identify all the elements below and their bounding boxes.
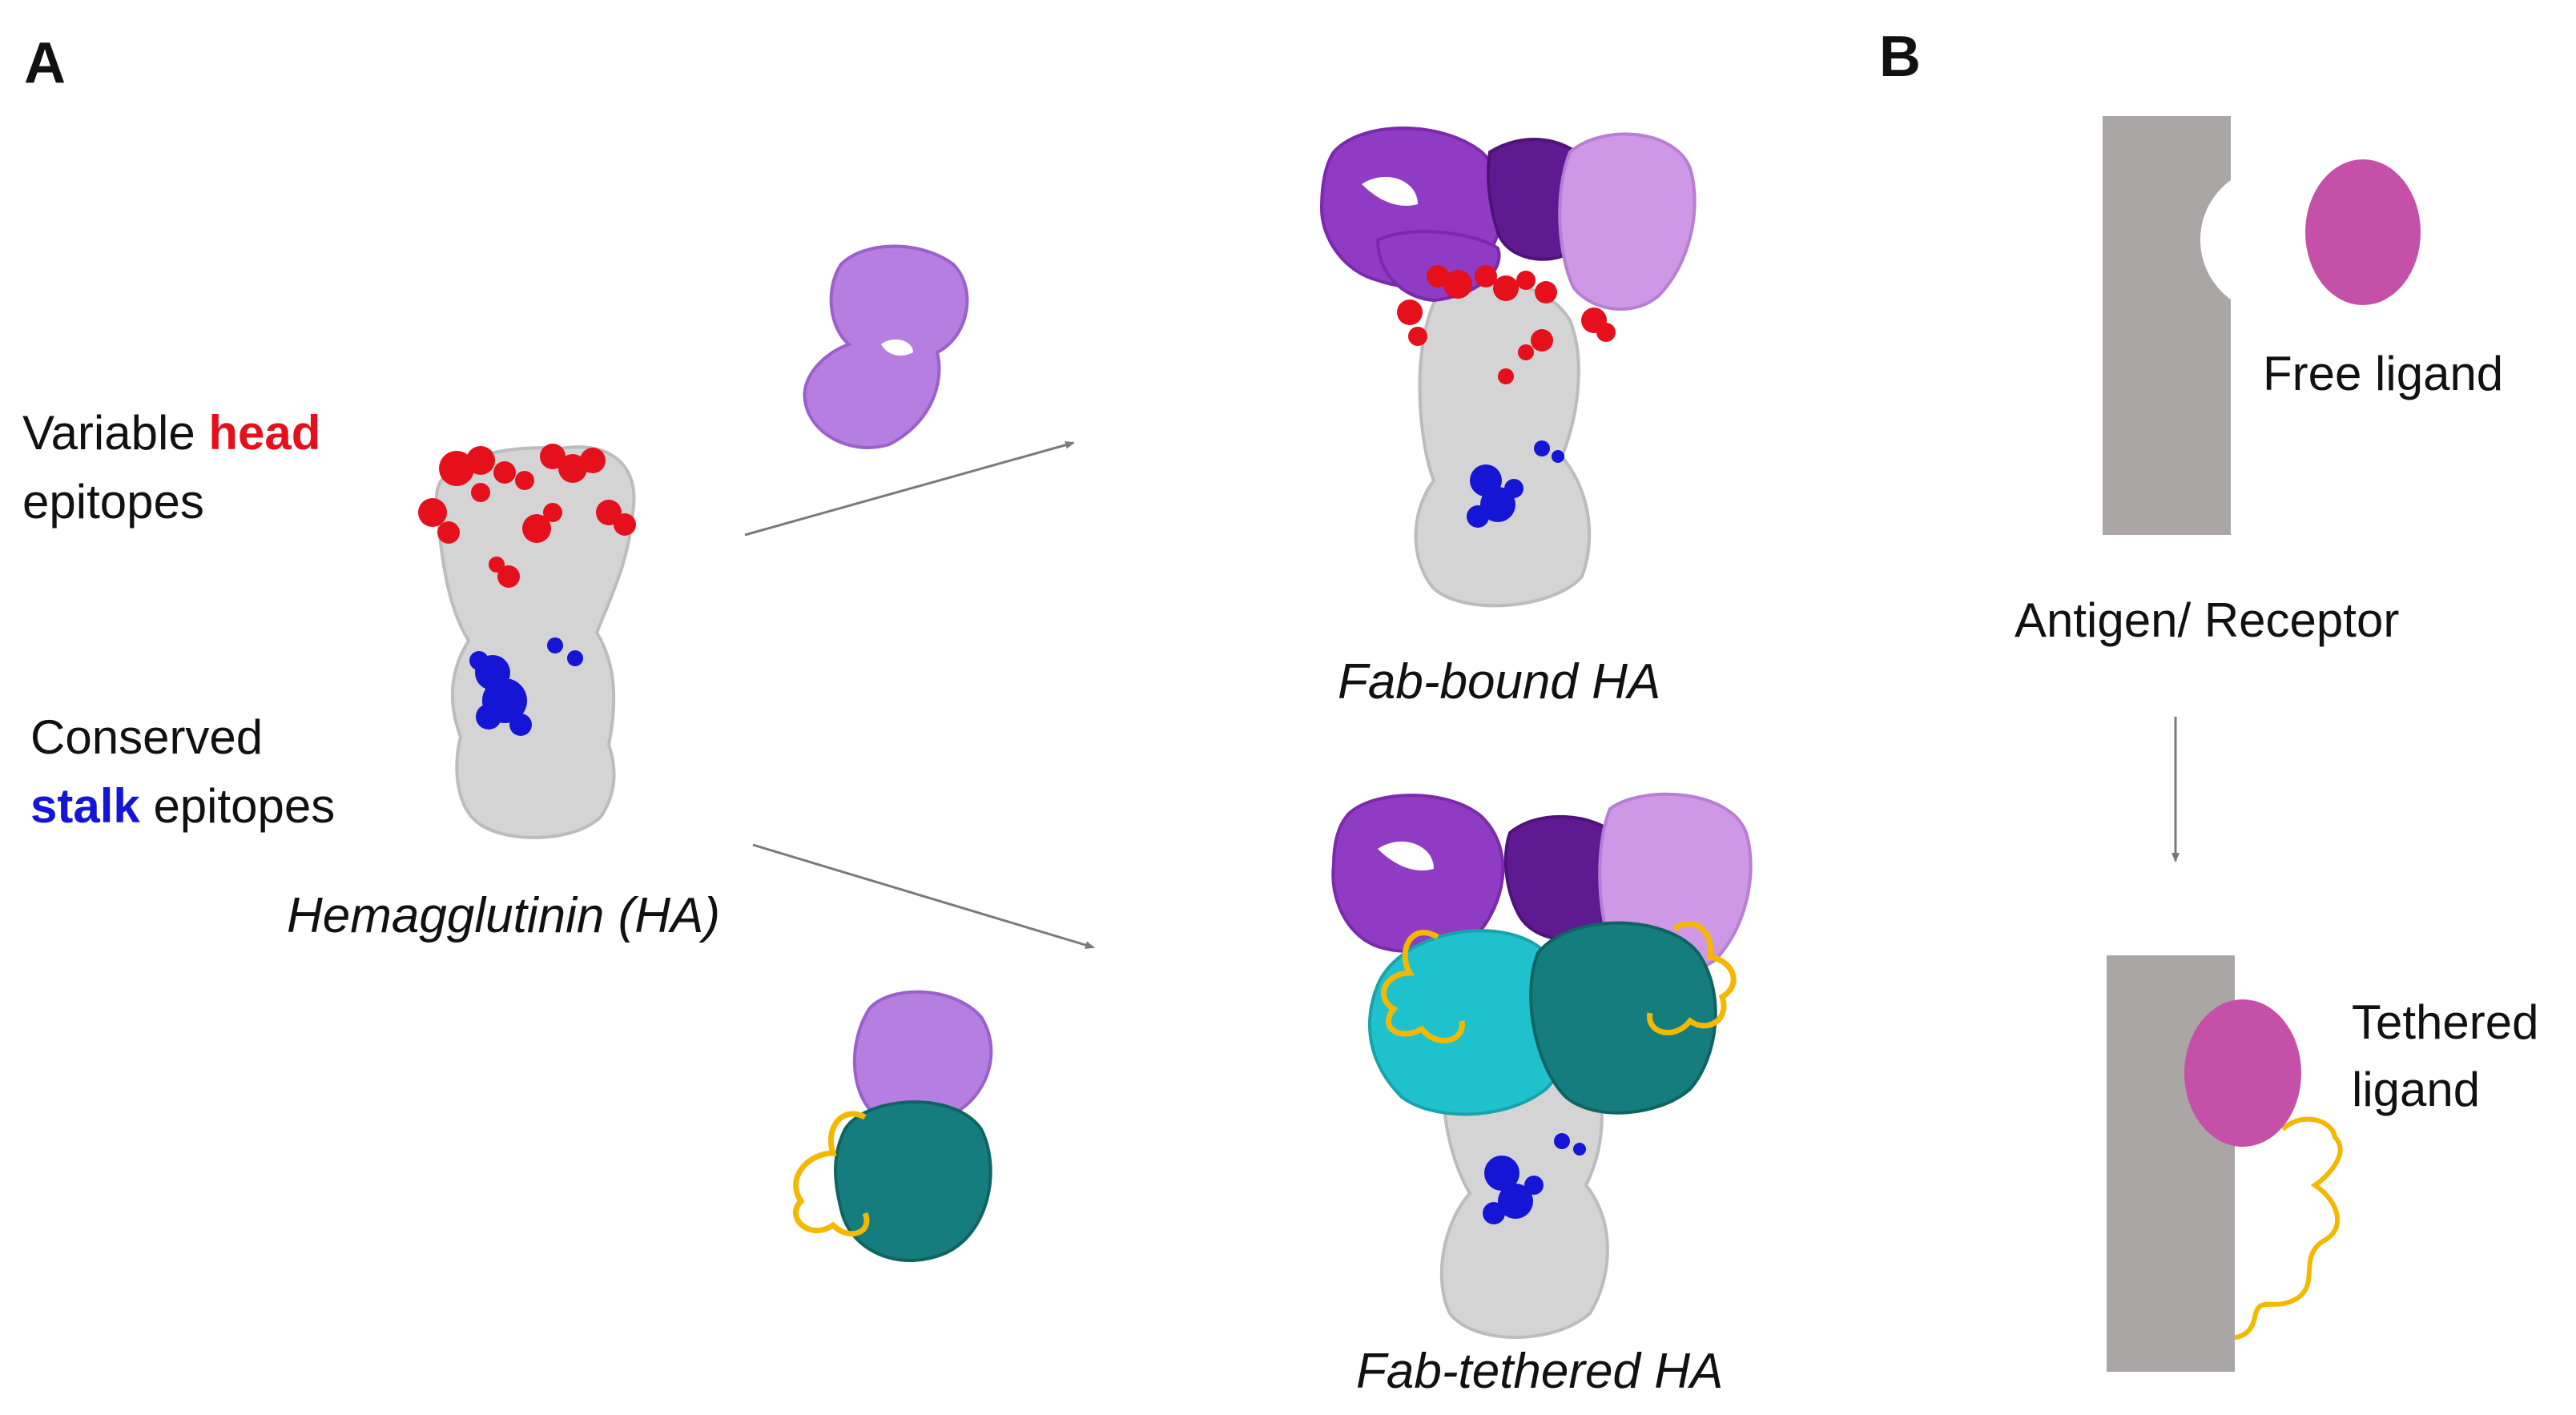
tethered-ligand-ellipse-icon xyxy=(2184,999,2301,1147)
label-ligand: ligand xyxy=(2352,1063,2481,1116)
label-antigen-receptor: Antigen/ Receptor xyxy=(2015,593,2400,647)
arrow-to-fab-bound xyxy=(744,440,1075,537)
panel-letter-a: A xyxy=(24,31,66,95)
label-stalk-epitopes: stalk epitopes xyxy=(30,772,335,841)
fab-fragment-icon xyxy=(803,244,969,449)
ha-molecule-icon xyxy=(418,444,636,840)
head-epitopes xyxy=(418,444,636,588)
label-stalk: stalk xyxy=(30,779,140,833)
label-hemagglutinin: Hemagglutinin (HA) xyxy=(287,888,720,943)
label-head: head xyxy=(208,406,321,460)
tether-linker-icon xyxy=(2234,1116,2343,1340)
arrow-to-fab-tethered xyxy=(752,843,1095,949)
label-fab-tethered: Fab-tethered HA xyxy=(1356,1344,1724,1399)
fab-bound-ha-icon xyxy=(1319,127,1697,608)
label-fab-bound: Fab-bound HA xyxy=(1338,654,1661,710)
label-epitopes-1: epitopes xyxy=(22,475,204,529)
label-epitopes-2: epitopes xyxy=(153,779,336,833)
stalk-epitopes xyxy=(469,637,583,736)
fab-tethered-ha-icon xyxy=(1331,792,1753,1339)
label-variable: Variable xyxy=(22,406,195,460)
label-tethered: Tethered xyxy=(2352,995,2539,1049)
label-free-ligand: Free ligand xyxy=(2263,347,2504,400)
label-conserved: Conserved xyxy=(30,710,264,764)
panel-letter-b: B xyxy=(1879,25,1921,89)
free-ligand-ellipse-icon xyxy=(2305,159,2421,305)
receptor-block-top-icon xyxy=(2103,116,2231,535)
label-variable-head: Variable head xyxy=(22,399,320,468)
tethered-fab-icon xyxy=(793,990,993,1262)
